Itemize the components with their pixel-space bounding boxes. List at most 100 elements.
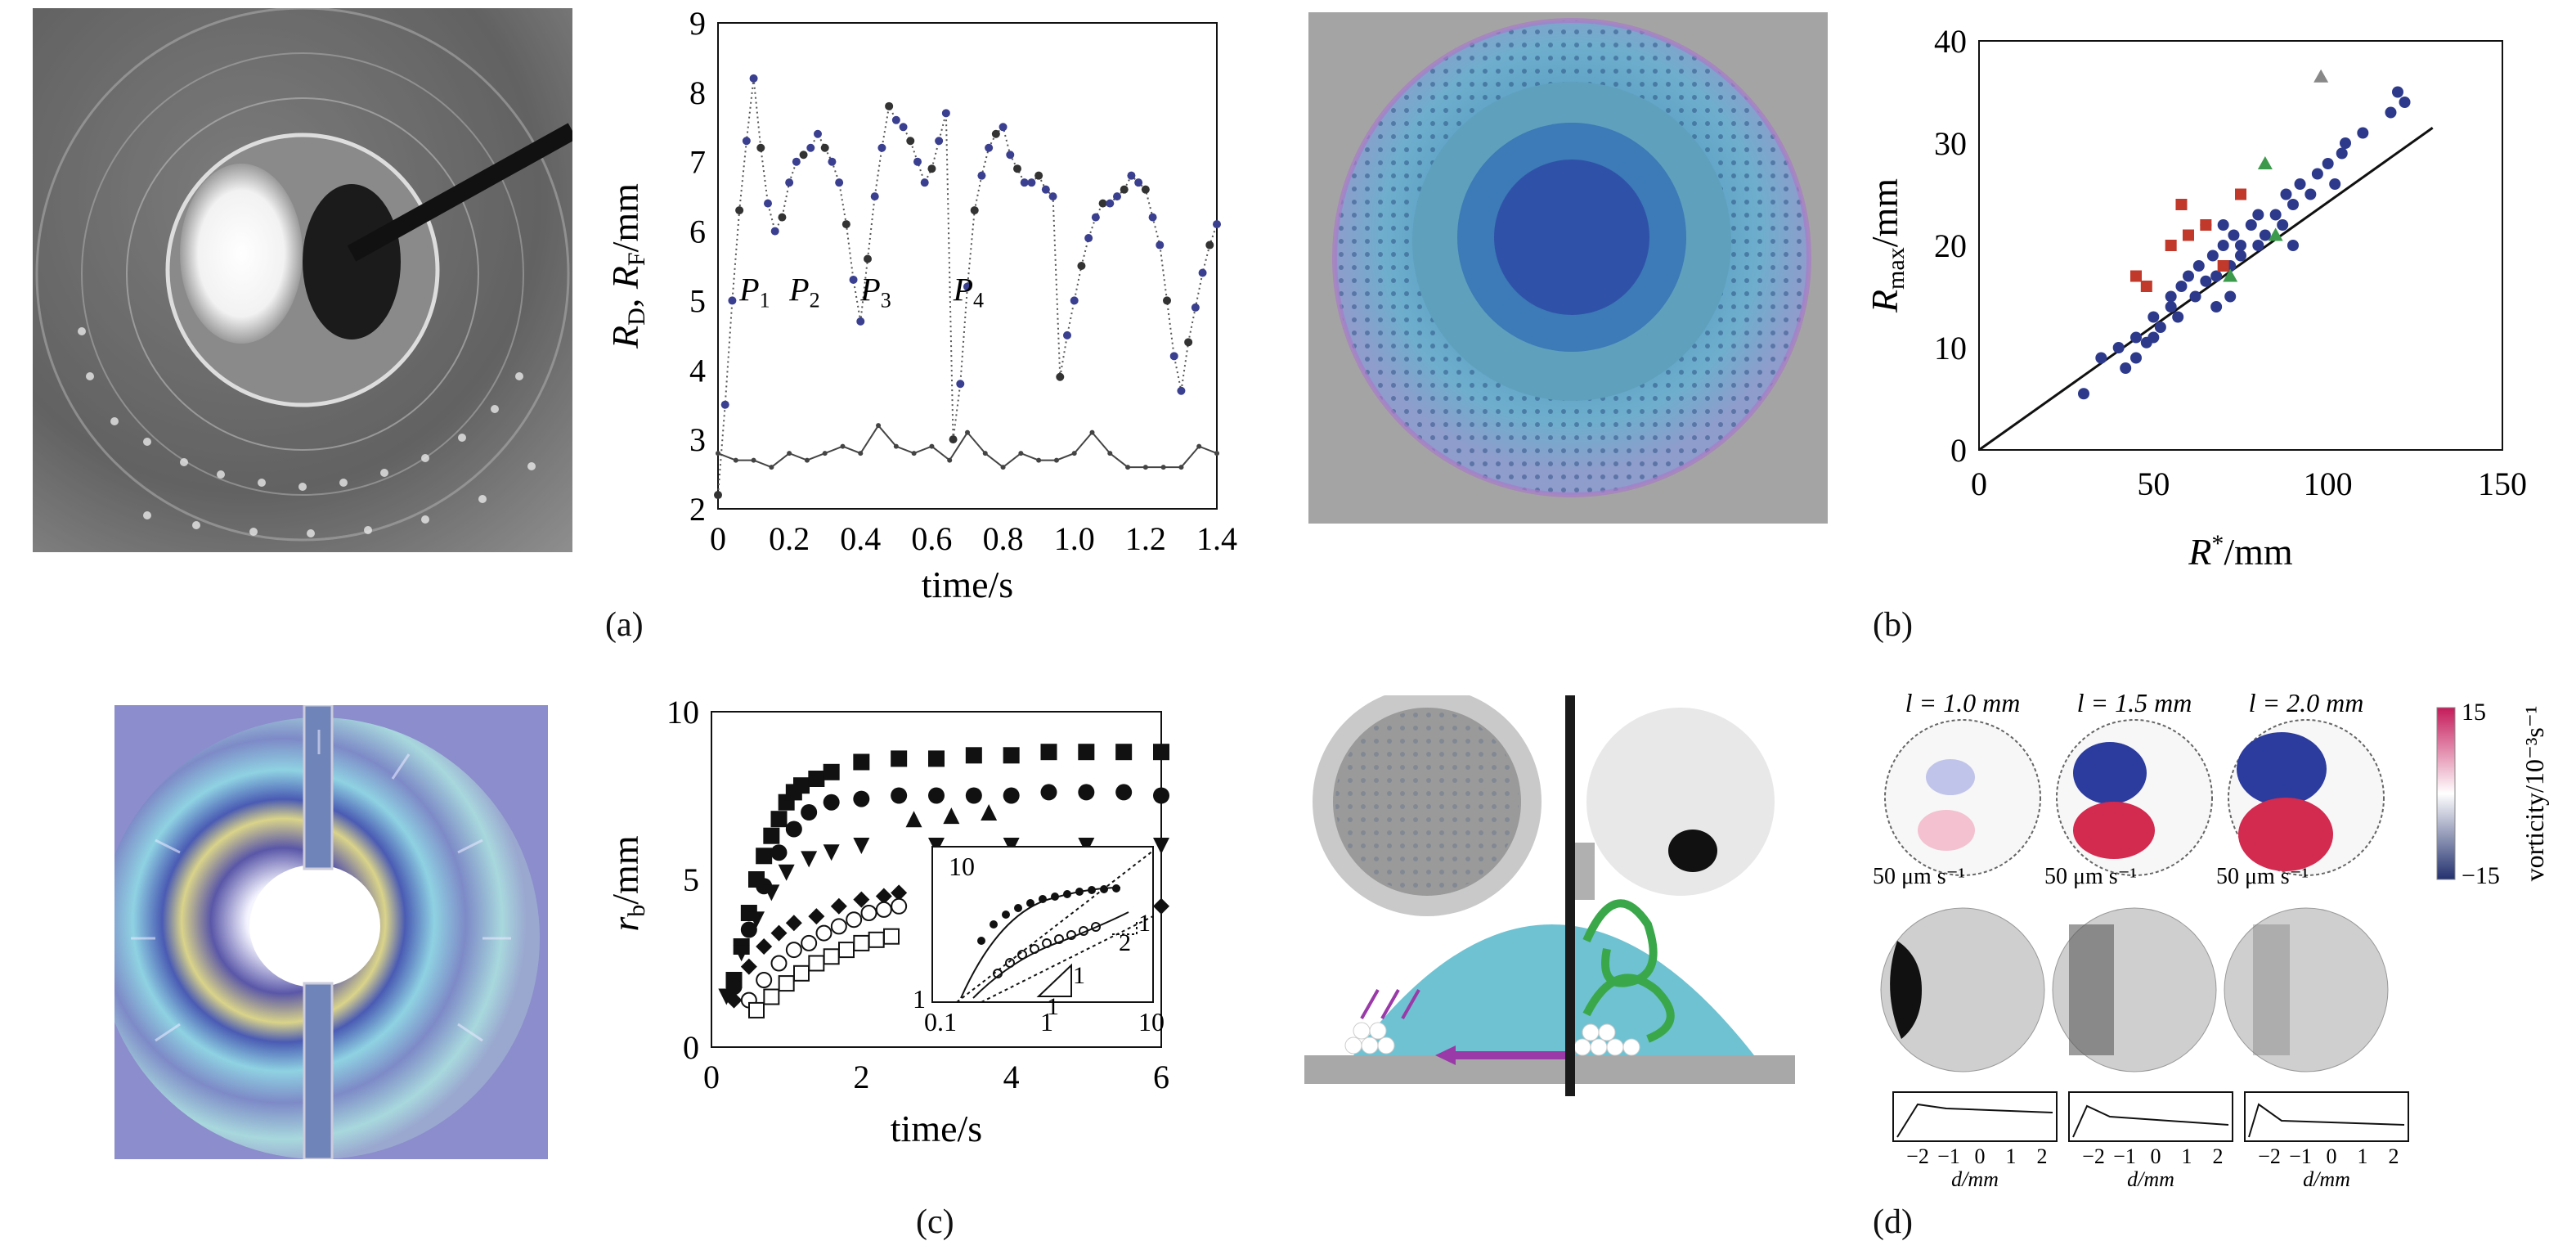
data-point-rd bbox=[1169, 352, 1178, 361]
schematic-drop bbox=[1304, 695, 1795, 1096]
data-point-rd bbox=[1184, 338, 1193, 347]
y-axis-label-c: rb/mm bbox=[604, 835, 650, 931]
x-tick-a-0.6: 0.6 bbox=[911, 520, 952, 557]
data-point-rd bbox=[1163, 296, 1171, 305]
x-tick-b-100: 100 bbox=[2304, 465, 2353, 502]
data-point-rf bbox=[804, 457, 810, 463]
length-label-1: l = 1.0 mm bbox=[1905, 688, 2021, 717]
data-point bbox=[2206, 250, 2219, 262]
data-point-rd bbox=[835, 178, 844, 187]
data-point-rd bbox=[949, 435, 958, 444]
data-point bbox=[2399, 97, 2411, 108]
data-point-rf bbox=[947, 457, 953, 463]
data-point bbox=[2329, 178, 2341, 190]
data-point bbox=[2257, 156, 2273, 169]
data-point bbox=[928, 787, 945, 804]
data-point bbox=[928, 750, 945, 767]
data-point bbox=[2175, 281, 2188, 292]
data-point-rf bbox=[716, 451, 720, 456]
data-point bbox=[860, 905, 877, 921]
peak-label-4: P4 bbox=[953, 271, 984, 312]
y-tick-a-6: 6 bbox=[689, 214, 706, 250]
data-point bbox=[868, 931, 885, 948]
data-point bbox=[838, 942, 855, 959]
y-tick-a-5: 5 bbox=[689, 282, 706, 319]
inset-x-tick-1: 1 bbox=[1040, 1007, 1053, 1036]
data-point-rd bbox=[935, 137, 944, 146]
data-point bbox=[2313, 69, 2329, 83]
data-point bbox=[965, 787, 982, 804]
profile-tick: 1 bbox=[2182, 1144, 2192, 1168]
data-point bbox=[2172, 311, 2184, 323]
data-point-rd bbox=[999, 123, 1008, 132]
profile-tick: 2 bbox=[2213, 1144, 2224, 1168]
profile-tick: −2 bbox=[2082, 1144, 2105, 1168]
data-point-rd bbox=[720, 400, 729, 409]
data-point bbox=[2210, 301, 2223, 313]
x-tick-a-0.2: 0.2 bbox=[769, 520, 810, 557]
data-point bbox=[2280, 188, 2292, 200]
profile-xlabel-1: d/mm bbox=[1951, 1167, 1999, 1186]
data-point bbox=[2217, 260, 2229, 272]
data-point bbox=[801, 804, 818, 821]
data-point bbox=[2223, 268, 2238, 282]
profile-tick: 0 bbox=[2327, 1144, 2337, 1168]
x-tick-labels-a: 0 0.2 0.4 0.6 0.8 1.0 1.2 1.4 bbox=[710, 520, 1237, 557]
data-point bbox=[2224, 290, 2237, 303]
panel-label-c: (c) bbox=[916, 1203, 954, 1241]
data-point bbox=[1153, 838, 1169, 854]
data-point bbox=[883, 928, 900, 945]
data-point-rd bbox=[756, 143, 765, 152]
peak-label-3: P3 bbox=[859, 271, 891, 312]
data-point bbox=[808, 955, 825, 972]
data-point-rd bbox=[1113, 192, 1121, 201]
data-point bbox=[2294, 178, 2306, 190]
data-point-rd bbox=[977, 171, 986, 180]
y-tick-a-9: 9 bbox=[689, 5, 706, 42]
data-point bbox=[756, 848, 773, 865]
data-point bbox=[853, 891, 870, 908]
data-point bbox=[793, 777, 810, 794]
data-point bbox=[2217, 219, 2229, 231]
data-point bbox=[770, 811, 788, 828]
vorticity-panel: l = 1.0 mm l = 1.5 mm l = 2.0 mm 50 μm s… bbox=[1873, 679, 2568, 1191]
data-point bbox=[778, 864, 795, 881]
peak-label-2: P2 bbox=[788, 271, 819, 312]
length-label-2: l = 1.5 mm bbox=[2077, 688, 2192, 717]
data-point bbox=[2252, 209, 2264, 221]
data-point-rf bbox=[1214, 451, 1219, 456]
data-point-rd bbox=[891, 115, 900, 124]
inset-slope-label-4: 2 bbox=[1119, 929, 1131, 956]
data-point-rd bbox=[1098, 199, 1107, 208]
colorbar-top: 15 bbox=[2462, 699, 2486, 726]
data-point-rf bbox=[876, 423, 882, 429]
data-point-rd bbox=[1141, 185, 1150, 194]
data-point-rd bbox=[814, 129, 822, 138]
data-point bbox=[891, 897, 908, 915]
data-point-rd bbox=[1027, 178, 1036, 187]
data-point bbox=[2268, 227, 2283, 241]
data-point-rd bbox=[820, 143, 829, 152]
data-point-rd bbox=[799, 151, 808, 160]
data-point bbox=[830, 897, 847, 915]
data-point-rd bbox=[1156, 241, 1165, 250]
data-point bbox=[2235, 240, 2246, 251]
y-axis-label-b: Rmax/mm bbox=[1864, 178, 1910, 313]
data-point bbox=[785, 915, 802, 932]
profile-tick: 1 bbox=[2358, 1144, 2368, 1168]
data-point bbox=[763, 884, 780, 902]
data-point bbox=[801, 851, 818, 868]
data-point-rd bbox=[1134, 178, 1143, 187]
data-point bbox=[2078, 388, 2089, 400]
data-point bbox=[1040, 784, 1057, 801]
peak-label-1: P1 bbox=[738, 271, 770, 312]
data-point-rf bbox=[1178, 465, 1184, 470]
data-point bbox=[1115, 784, 1133, 801]
x-tick-a-0.8: 0.8 bbox=[983, 520, 1024, 557]
data-point bbox=[891, 787, 908, 804]
data-point-rd bbox=[1063, 330, 1071, 339]
data-point-rd bbox=[899, 123, 908, 132]
data-point bbox=[965, 747, 982, 764]
data-point bbox=[830, 918, 847, 935]
y-tick-labels-b: 0 10 20 30 40 bbox=[1934, 23, 1967, 469]
